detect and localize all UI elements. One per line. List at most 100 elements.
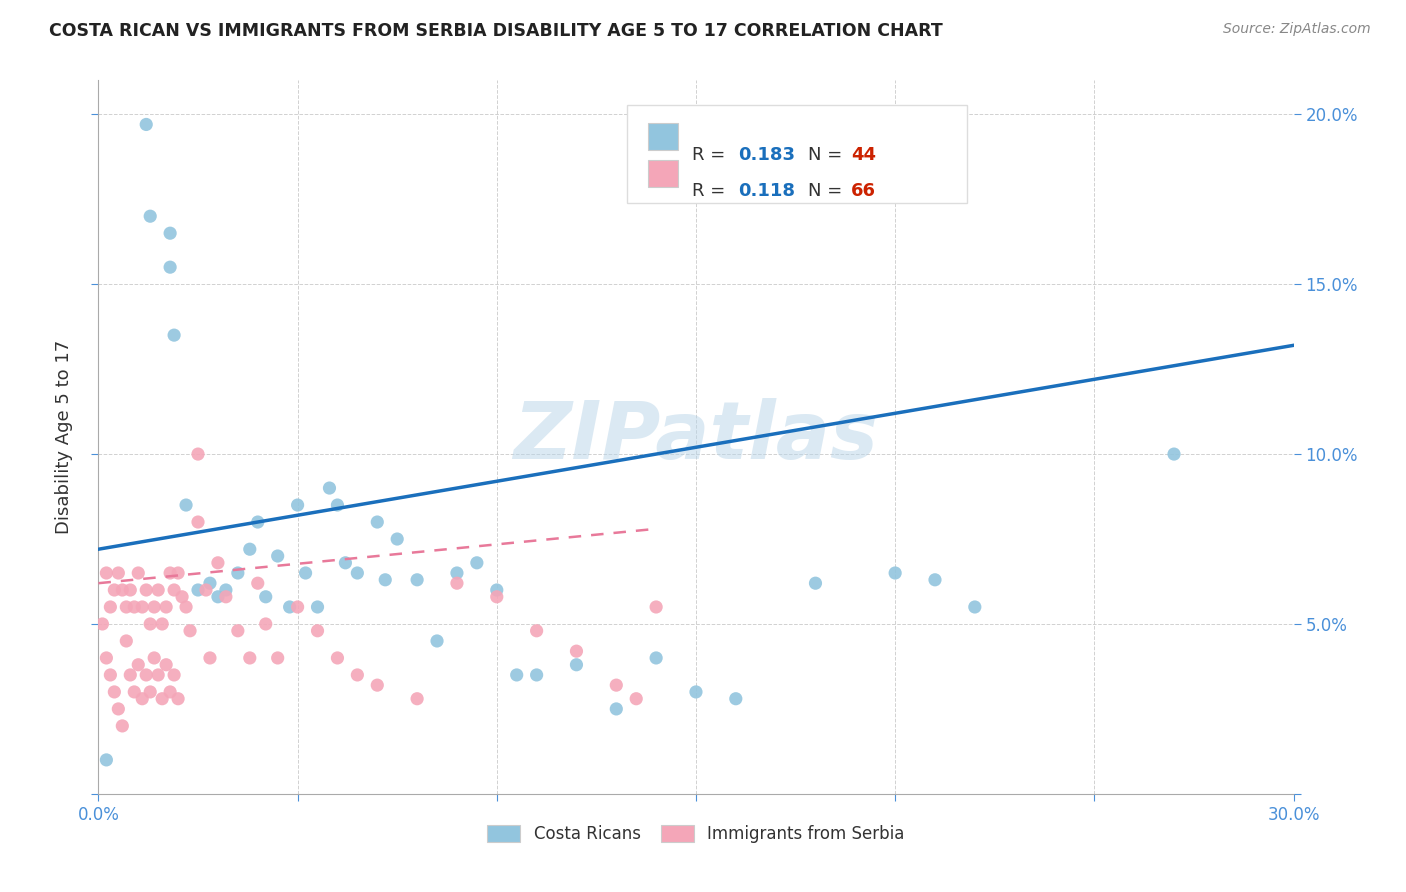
Point bbox=[366, 515, 388, 529]
Text: R =: R = bbox=[692, 182, 731, 200]
Point bbox=[485, 590, 508, 604]
Point bbox=[103, 685, 125, 699]
Point bbox=[446, 566, 468, 580]
Point bbox=[98, 599, 122, 614]
Point bbox=[163, 582, 186, 597]
Point bbox=[226, 624, 249, 638]
Point bbox=[107, 566, 129, 580]
Point bbox=[96, 566, 118, 580]
Point bbox=[366, 678, 388, 692]
Point bbox=[207, 556, 229, 570]
Point bbox=[91, 617, 114, 632]
Text: 66: 66 bbox=[852, 182, 876, 200]
Point bbox=[215, 582, 238, 597]
Point bbox=[127, 566, 149, 580]
Point bbox=[685, 685, 707, 699]
Point bbox=[163, 328, 186, 343]
FancyBboxPatch shape bbox=[648, 123, 678, 150]
Point bbox=[187, 582, 209, 597]
Point bbox=[485, 582, 508, 597]
Text: ZIPatlas: ZIPatlas bbox=[513, 398, 879, 476]
Point bbox=[246, 576, 269, 591]
Point bbox=[287, 498, 309, 512]
Point bbox=[267, 549, 290, 563]
Point bbox=[374, 573, 396, 587]
Legend: Costa Ricans, Immigrants from Serbia: Costa Ricans, Immigrants from Serbia bbox=[481, 818, 911, 850]
Point bbox=[254, 617, 277, 632]
Text: COSTA RICAN VS IMMIGRANTS FROM SERBIA DISABILITY AGE 5 TO 17 CORRELATION CHART: COSTA RICAN VS IMMIGRANTS FROM SERBIA DI… bbox=[49, 22, 943, 40]
Point bbox=[446, 576, 468, 591]
Point bbox=[127, 657, 149, 672]
Point bbox=[115, 599, 138, 614]
Point bbox=[148, 668, 170, 682]
Point bbox=[1163, 447, 1185, 461]
Point bbox=[135, 118, 157, 132]
Point bbox=[198, 576, 221, 591]
Point bbox=[150, 617, 173, 632]
Point bbox=[626, 691, 648, 706]
Point bbox=[326, 651, 349, 665]
Point bbox=[346, 566, 368, 580]
Point bbox=[167, 566, 190, 580]
Point bbox=[465, 556, 488, 570]
Point bbox=[96, 651, 118, 665]
Point bbox=[159, 260, 181, 275]
Point bbox=[159, 566, 181, 580]
Point bbox=[159, 685, 181, 699]
Point bbox=[111, 719, 134, 733]
Point bbox=[131, 599, 153, 614]
Point bbox=[139, 617, 162, 632]
Point bbox=[163, 668, 186, 682]
Point bbox=[167, 691, 190, 706]
Point bbox=[135, 668, 157, 682]
Point bbox=[254, 590, 277, 604]
Point bbox=[605, 678, 627, 692]
Point bbox=[179, 624, 201, 638]
Point bbox=[645, 599, 668, 614]
Point bbox=[526, 668, 548, 682]
Point bbox=[215, 590, 238, 604]
Y-axis label: Disability Age 5 to 17: Disability Age 5 to 17 bbox=[55, 340, 73, 534]
Point bbox=[287, 599, 309, 614]
Point bbox=[187, 447, 209, 461]
Point bbox=[159, 226, 181, 240]
Point bbox=[96, 753, 118, 767]
Point bbox=[139, 685, 162, 699]
Point bbox=[226, 566, 249, 580]
Point bbox=[135, 582, 157, 597]
Point bbox=[385, 532, 409, 546]
Point bbox=[174, 599, 197, 614]
Point bbox=[172, 590, 194, 604]
Text: Source: ZipAtlas.com: Source: ZipAtlas.com bbox=[1223, 22, 1371, 37]
Point bbox=[963, 599, 986, 614]
Text: N =: N = bbox=[808, 182, 848, 200]
Point bbox=[107, 702, 129, 716]
Text: N =: N = bbox=[808, 146, 848, 164]
Point bbox=[131, 691, 153, 706]
Point bbox=[115, 634, 138, 648]
Point bbox=[406, 573, 429, 587]
Point bbox=[318, 481, 340, 495]
FancyBboxPatch shape bbox=[627, 104, 967, 203]
Point bbox=[605, 702, 627, 716]
Point bbox=[335, 556, 357, 570]
Point bbox=[326, 498, 349, 512]
Point bbox=[406, 691, 429, 706]
Point bbox=[98, 668, 122, 682]
Point bbox=[150, 691, 173, 706]
Point bbox=[148, 582, 170, 597]
Point bbox=[426, 634, 449, 648]
Point bbox=[103, 582, 125, 597]
Point bbox=[565, 657, 588, 672]
Point bbox=[239, 542, 262, 557]
Text: R =: R = bbox=[692, 146, 731, 164]
Point bbox=[645, 651, 668, 665]
Point bbox=[195, 582, 218, 597]
Point bbox=[307, 599, 329, 614]
Text: 44: 44 bbox=[852, 146, 876, 164]
Point bbox=[884, 566, 907, 580]
Point bbox=[506, 668, 529, 682]
Point bbox=[307, 624, 329, 638]
Point bbox=[174, 498, 197, 512]
Point bbox=[294, 566, 316, 580]
